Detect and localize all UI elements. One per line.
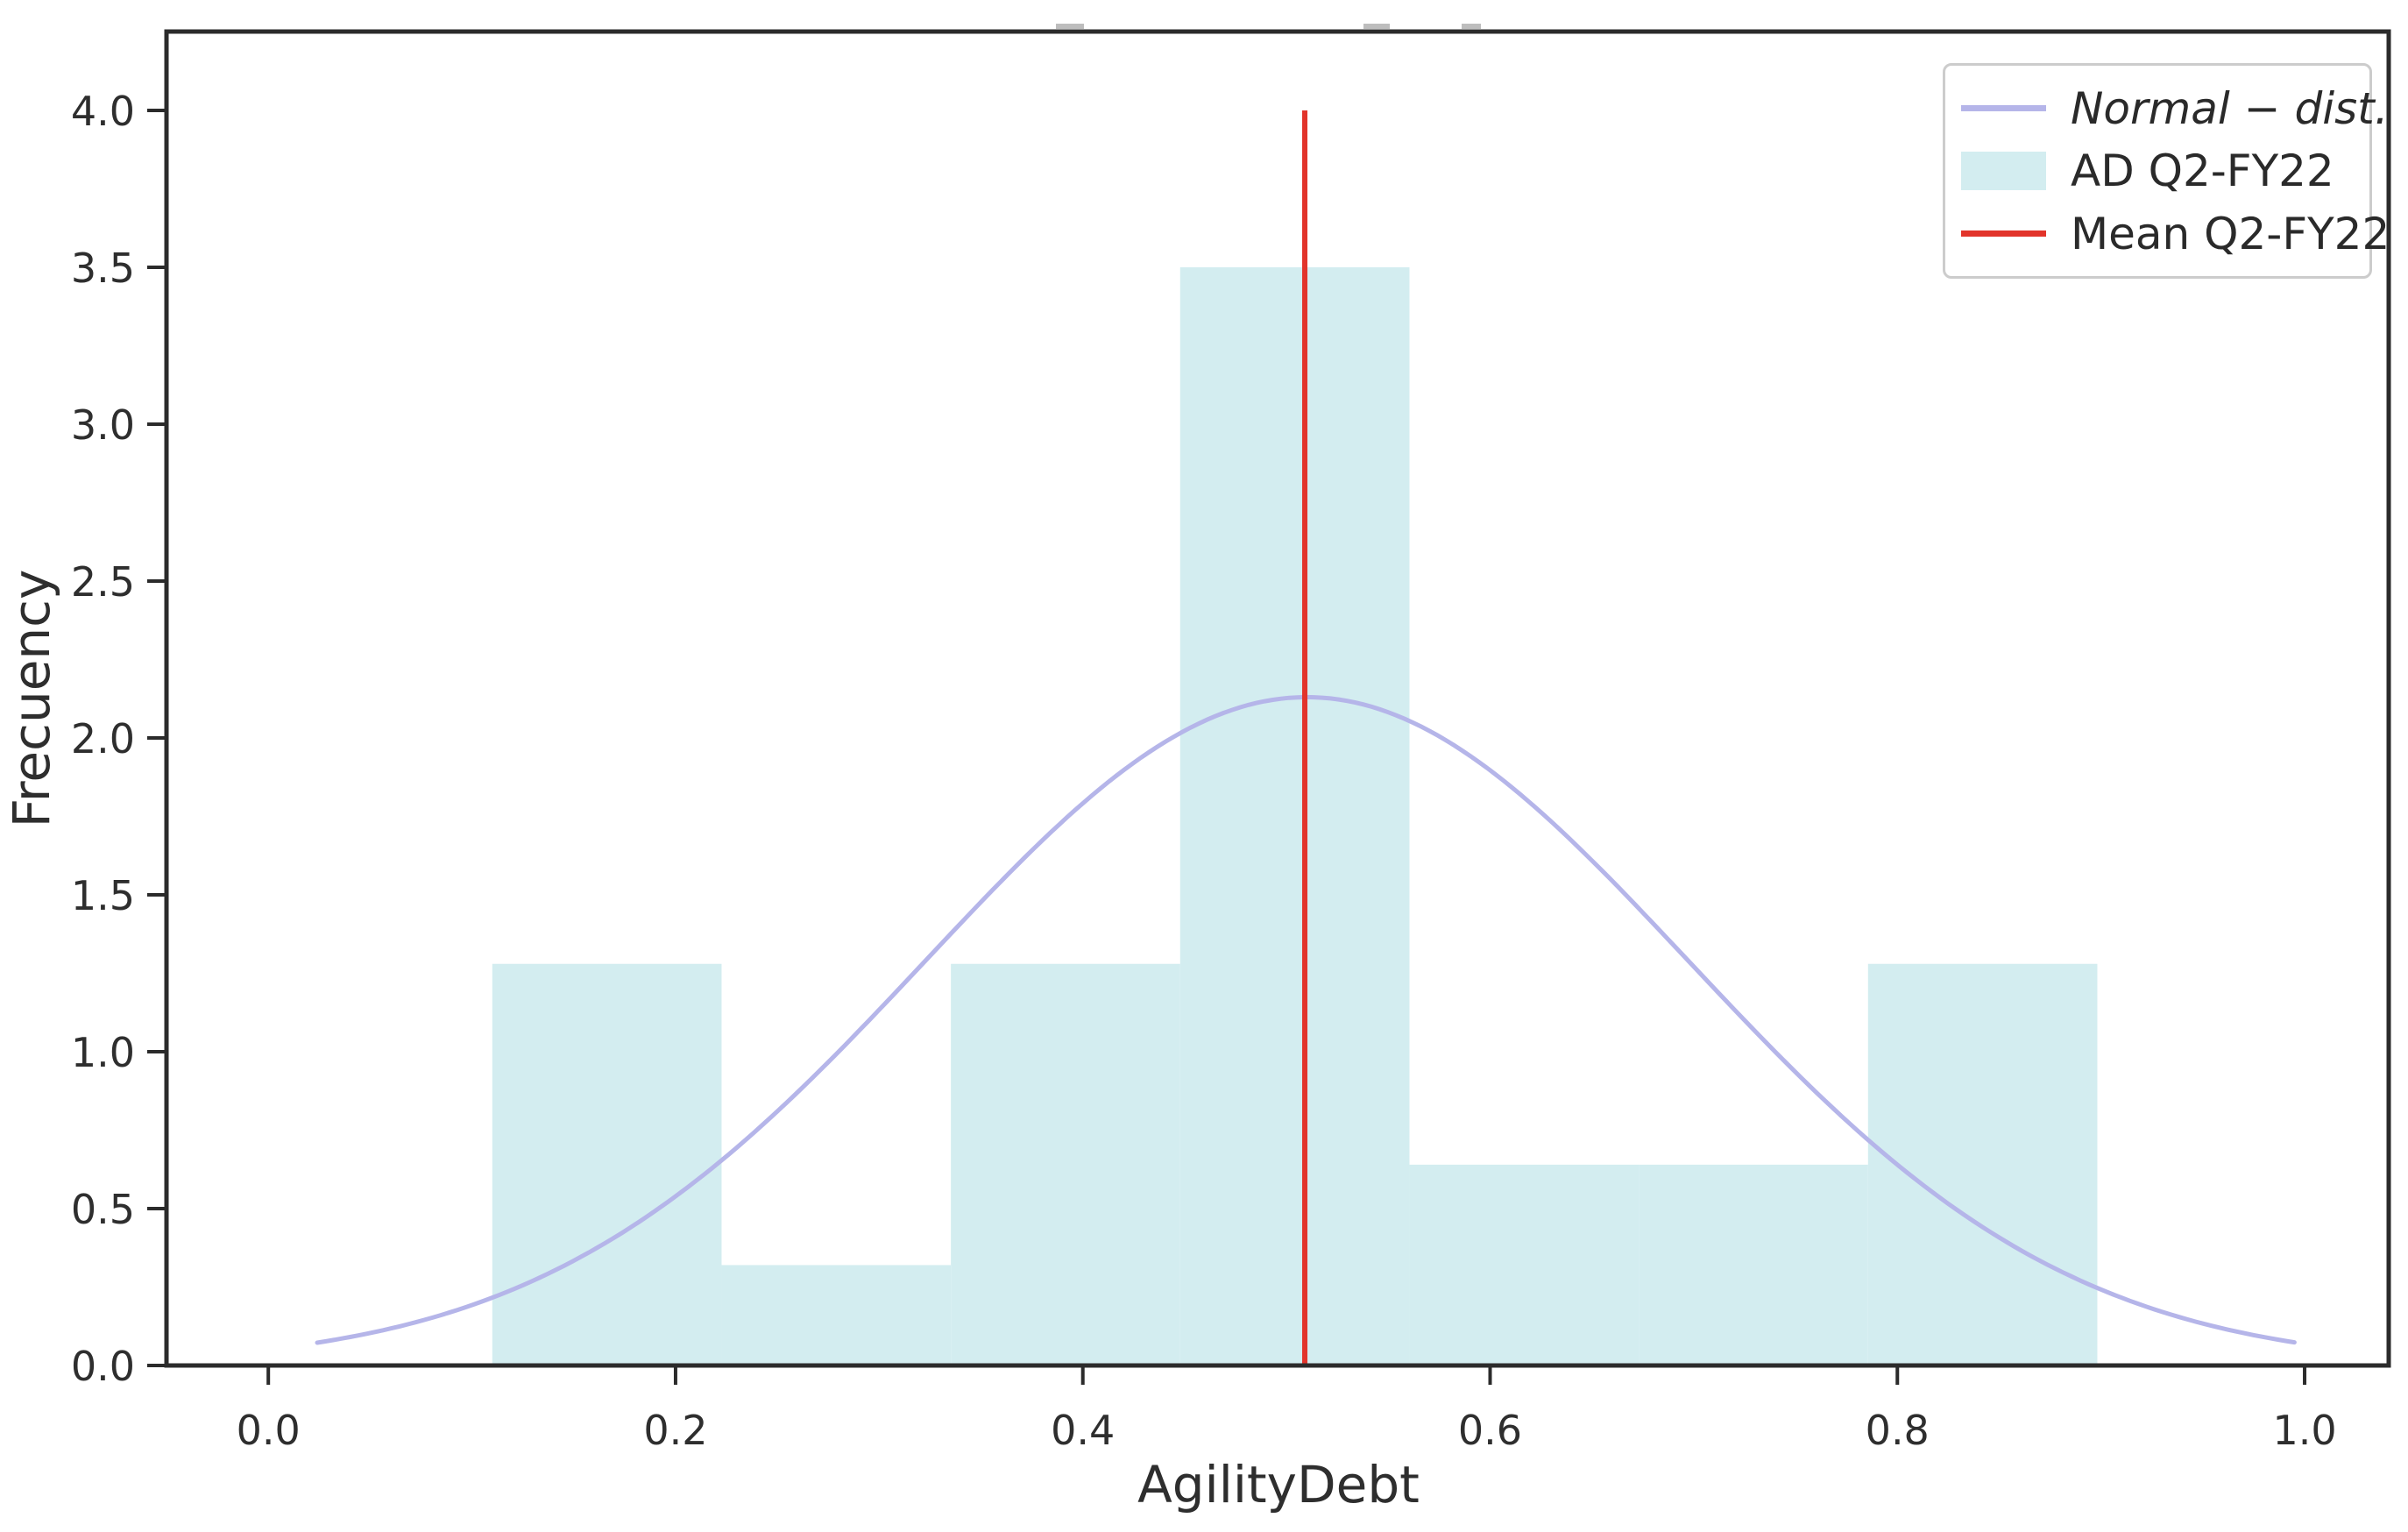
histogram-bar — [1639, 1164, 1868, 1365]
y-tick-label: 1.0 — [71, 1029, 135, 1076]
legend: Normal − dist. AD Q2-FY22 Mean Q2-FY22 — [1943, 63, 2390, 279]
x-tick-label: 0.2 — [643, 1407, 707, 1454]
legend-label: Mean Q2-FY22 — [2071, 208, 2390, 259]
histogram-bar — [951, 963, 1180, 1365]
cropped-title-artifact — [1056, 24, 1084, 29]
histogram-bar — [1179, 266, 1410, 1365]
x-tick-label: 0.4 — [1051, 1407, 1115, 1454]
cropped-title-artifact — [1462, 24, 1481, 29]
y-tick-label: 3.0 — [71, 401, 135, 449]
y-tick-label: 0.0 — [71, 1343, 135, 1390]
x-tick-label: 0.8 — [1866, 1407, 1930, 1454]
legend-item-ad-q2-fy22: AD Q2-FY22 — [1961, 145, 2354, 196]
x-axis-label: AgilityDebt — [1137, 1455, 1420, 1514]
y-axis-label: Frecuency — [2, 570, 61, 828]
x-tick-label: 0.6 — [1458, 1407, 1522, 1454]
y-tick-label: 3.5 — [71, 245, 135, 292]
y-tick-label: 2.0 — [71, 715, 135, 762]
y-tick-label: 1.5 — [71, 872, 135, 919]
y-tick-label: 0.5 — [71, 1186, 135, 1233]
histogram-bar — [492, 963, 722, 1365]
legend-label: Normal − dist. — [2071, 82, 2389, 134]
histogram-bar — [721, 1265, 952, 1365]
legend-label: AD Q2-FY22 — [2071, 145, 2334, 196]
mean-line-swatch — [1961, 231, 2046, 237]
y-tick-label: 4.0 — [71, 88, 135, 135]
cropped-title-artifact — [1363, 24, 1390, 29]
y-tick-label: 2.5 — [71, 558, 135, 606]
histogram-bar — [1409, 1164, 1640, 1365]
legend-item-normal-dist: Normal − dist. — [1961, 83, 2389, 134]
histogram-bar — [1867, 963, 2098, 1365]
histogram-patch-swatch — [1961, 152, 2046, 190]
normal-dist-line-swatch — [1961, 105, 2046, 111]
x-tick-label: 0.0 — [237, 1407, 301, 1454]
histogram-bars — [492, 266, 2098, 1365]
plot-border — [164, 29, 2391, 1368]
x-tick-label: 1.0 — [2272, 1407, 2336, 1454]
legend-item-mean-q2-fy22: Mean Q2-FY22 — [1961, 209, 2390, 259]
